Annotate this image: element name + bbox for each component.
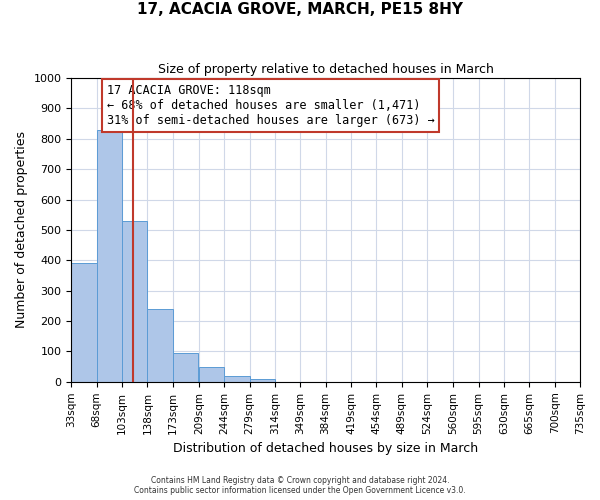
Y-axis label: Number of detached properties: Number of detached properties	[15, 132, 28, 328]
Title: Size of property relative to detached houses in March: Size of property relative to detached ho…	[158, 62, 494, 76]
Bar	[97, 130, 122, 382]
Text: 17 ACACIA GROVE: 118sqm
← 68% of detached houses are smaller (1,471)
31% of semi: 17 ACACIA GROVE: 118sqm ← 68% of detache…	[107, 84, 434, 127]
Bar	[199, 366, 224, 382]
Bar	[250, 379, 275, 382]
Text: Contains HM Land Registry data © Crown copyright and database right 2024.
Contai: Contains HM Land Registry data © Crown c…	[134, 476, 466, 495]
Text: 17, ACACIA GROVE, MARCH, PE15 8HY: 17, ACACIA GROVE, MARCH, PE15 8HY	[137, 2, 463, 18]
Bar	[71, 264, 97, 382]
Bar	[224, 376, 250, 382]
Bar	[173, 353, 198, 382]
Bar	[122, 221, 148, 382]
X-axis label: Distribution of detached houses by size in March: Distribution of detached houses by size …	[173, 442, 478, 455]
Bar	[148, 309, 173, 382]
